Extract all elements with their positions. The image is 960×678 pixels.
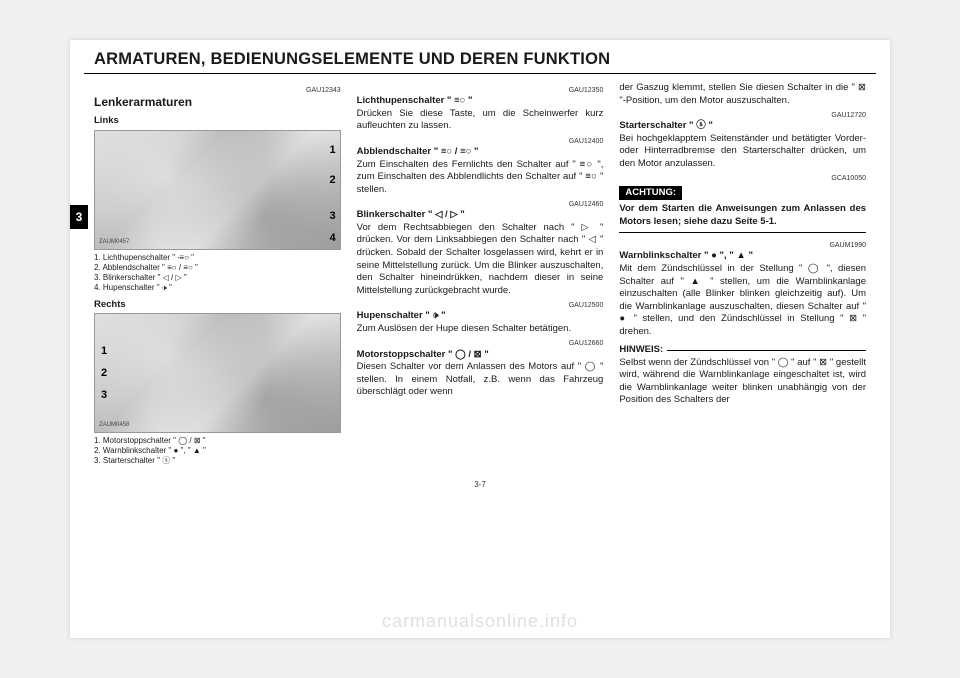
paragraph: Hupenschalter " 🕩 " Zum Auslösen der Hup…	[357, 310, 604, 335]
ref-code: GAUM1990	[619, 241, 866, 250]
hinweis-header: HINWEIS:	[619, 344, 866, 357]
item-title: Hupenschalter " 🕩 "	[357, 310, 446, 321]
item-title: Warnblinkschalter " ● ", " ▲ "	[619, 250, 753, 261]
item-body: Zum Einschalten des Fernlichts den Schal…	[357, 159, 604, 195]
caption-item: 4. Hupenschalter " 🕩 "	[94, 283, 341, 293]
achtung-label: ACHTUNG:	[619, 186, 682, 201]
paragraph: Blinkerschalter " ◁ / ▷ " Vor dem Rechts…	[357, 209, 604, 297]
ref-code: GAU12660	[357, 339, 604, 348]
caption-item: 2. Warnblinkschalter " ● ", " ▲ "	[94, 446, 341, 456]
column-left: GAU12343 Lenkerarmaturen Links 1 2 3 4 Z…	[94, 82, 341, 472]
manual-page: ARMATUREN, BEDIENUNGSELEMENTE UND DEREN …	[70, 40, 890, 638]
callout-number: 3	[101, 388, 107, 403]
caption-item: 3. Blinkerschalter " ◁ / ▷ "	[94, 273, 341, 283]
paragraph: Warnblinkschalter " ● ", " ▲ " Mit dem Z…	[619, 250, 866, 338]
photo-code: ZAUM0457	[99, 239, 129, 247]
ref-code: GAU12720	[619, 111, 866, 120]
callout-number: 2	[101, 366, 107, 381]
ref-code: GAU12460	[357, 200, 604, 209]
hinweis-body: Selbst wenn der Zündschlüssel von " ◯ " …	[619, 357, 866, 407]
photo-right-controls: 1 2 3 ZAUM0458	[94, 313, 341, 433]
callout-number: 3	[330, 209, 336, 224]
paragraph: Lichthupenschalter " ≡○ " Drücken Sie di…	[357, 95, 604, 133]
caption-item: 1. Lichthupenschalter " 𐤟≡○ "	[94, 253, 341, 263]
item-title: Starterschalter " ⓢ "	[619, 120, 713, 131]
caption-item: 3. Starterschalter " ⓢ "	[94, 456, 341, 466]
caption-item: 1. Motorstoppschalter " ◯ / ⊠ "	[94, 436, 341, 446]
hinweis-label: HINWEIS:	[619, 344, 663, 357]
paragraph: der Gaszug klemmt, stellen Sie diesen Sc…	[619, 82, 866, 107]
ref-code: GCA10050	[619, 174, 866, 183]
chapter-tab: 3	[70, 205, 88, 229]
rule	[619, 232, 866, 233]
callout-number: 4	[330, 231, 336, 246]
paragraph: Abblendschalter " ≡○ / ≡○ " Zum Einschal…	[357, 146, 604, 196]
caption-list: 1. Lichthupenschalter " 𐤟≡○ " 2. Abblend…	[94, 253, 341, 293]
page-number: 3-7	[70, 480, 890, 489]
ref-code: GAU12350	[357, 86, 604, 95]
ref-code: GAU12500	[357, 301, 604, 310]
column-middle: GAU12350 Lichthupenschalter " ≡○ " Drück…	[357, 82, 604, 472]
callout-number: 1	[101, 344, 107, 359]
photo-left-controls: 1 2 3 4 ZAUM0457	[94, 130, 341, 250]
chapter-header: ARMATUREN, BEDIENUNGSELEMENTE UND DEREN …	[84, 40, 876, 74]
ref-code: GAU12343	[94, 86, 341, 95]
rule	[667, 350, 866, 351]
achtung-body: Vor dem Starten die Anweisungen zum Anla…	[619, 203, 866, 228]
content-columns: GAU12343 Lenkerarmaturen Links 1 2 3 4 Z…	[70, 82, 890, 472]
callout-number: 2	[330, 173, 336, 188]
section-heading: Lenkerarmaturen	[94, 95, 341, 111]
chapter-title: ARMATUREN, BEDIENUNGSELEMENTE UND DEREN …	[94, 50, 866, 69]
column-right: der Gaszug klemmt, stellen Sie diesen Sc…	[619, 82, 866, 472]
paragraph: Starterschalter " ⓢ " Bei hochgeklapptem…	[619, 120, 866, 170]
item-title: Blinkerschalter " ◁ / ▷ "	[357, 209, 465, 220]
callout-number: 1	[330, 143, 336, 158]
links-label: Links	[94, 115, 341, 128]
item-title: Abblendschalter " ≡○ / ≡○ "	[357, 146, 479, 157]
caption-item: 2. Abblendschalter " ≡○ / ≡○ "	[94, 263, 341, 273]
item-body: Bei hochgeklapptem Seitenständer und be­…	[619, 133, 866, 169]
item-body: Drücken Sie diese Taste, um die Schein­w…	[357, 108, 604, 132]
watermark: carmanualsonline.info	[70, 611, 890, 632]
item-body: Diesen Schalter vor dem Anlassen des Mo­…	[357, 361, 604, 397]
item-body: Zum Auslösen der Hupe diesen Schalter be…	[357, 323, 571, 334]
photo-code: ZAUM0458	[99, 422, 129, 430]
item-title: Lichthupenschalter " ≡○ "	[357, 95, 473, 106]
ref-code: GAU12400	[357, 137, 604, 146]
rechts-label: Rechts	[94, 299, 341, 312]
item-body: Mit dem Zündschlüssel in der Stellung " …	[619, 263, 866, 337]
item-title: Motorstoppschalter " ◯ / ⊠ "	[357, 349, 489, 360]
paragraph: Motorstoppschalter " ◯ / ⊠ " Diesen Scha…	[357, 349, 604, 399]
item-body: Vor dem Rechtsabbiegen den Schalter nach…	[357, 222, 604, 296]
caption-list: 1. Motorstoppschalter " ◯ / ⊠ " 2. Warnb…	[94, 436, 341, 466]
